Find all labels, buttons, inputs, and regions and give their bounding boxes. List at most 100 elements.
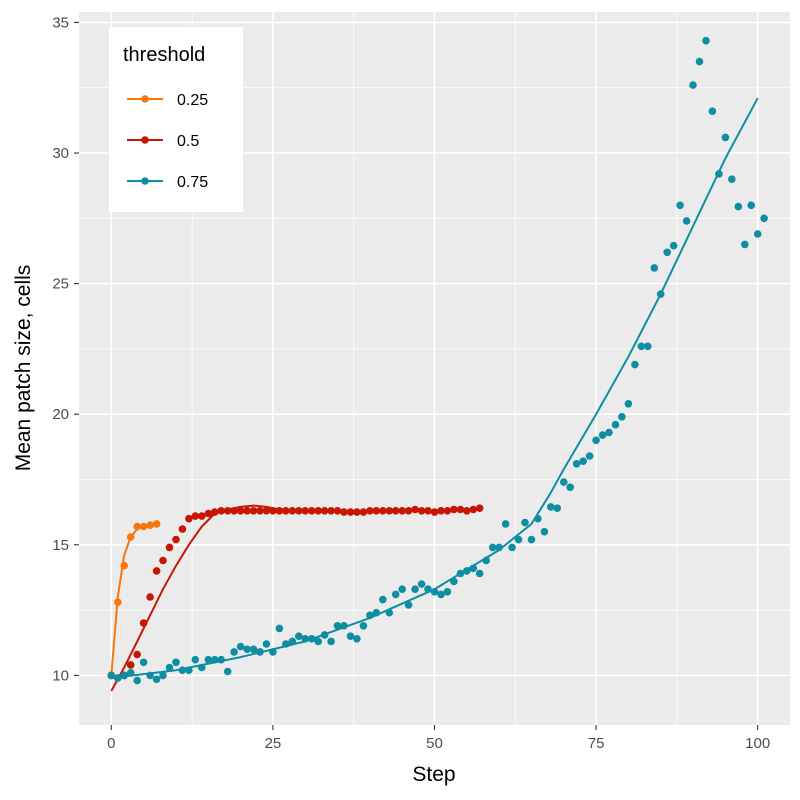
data-point-0.5: [314, 507, 323, 515]
data-point-0.5: [391, 507, 400, 515]
data-point-0.5: [398, 507, 407, 515]
data-point-0.75: [282, 640, 290, 648]
data-point-0.25: [120, 561, 128, 570]
data-point-0.75: [126, 669, 135, 677]
data-point-0.75: [295, 632, 303, 640]
data-point-0.75: [191, 655, 200, 664]
data-point-0.75: [560, 478, 568, 486]
data-point-0.75: [605, 428, 613, 437]
data-point-0.75: [475, 569, 484, 578]
data-point-0.5: [430, 508, 439, 516]
data-point-0.75: [243, 645, 251, 654]
data-point-0.75: [650, 264, 659, 272]
data-point-0.5: [191, 512, 200, 520]
data-point-0.75: [624, 400, 633, 408]
data-point-0.75: [411, 585, 419, 593]
major-gridlines: [79, 12, 790, 725]
data-point-0.75: [107, 671, 116, 680]
data-point-0.5: [204, 509, 213, 518]
data-point-0.5: [210, 508, 219, 516]
data-point-0.75: [656, 290, 665, 298]
data-point-0.75: [314, 637, 323, 646]
x-tick-label: 100: [745, 735, 770, 752]
data-point-0.75: [217, 655, 225, 664]
data-point-0.75: [450, 577, 458, 586]
data-point-0.75: [249, 645, 258, 654]
data-point-0.5: [417, 507, 426, 515]
data-point-0.75: [663, 248, 671, 257]
data-point-0.75: [204, 655, 213, 664]
data-point-0.5: [327, 507, 335, 515]
data-point-0.5: [475, 504, 484, 512]
data-point-0.75: [488, 543, 497, 552]
data-point-0.75: [146, 671, 154, 680]
data-point-0.5: [262, 507, 271, 515]
data-point-0.75: [236, 642, 245, 651]
data-point-0.75: [307, 635, 316, 643]
x-axis-title: Step: [412, 763, 455, 786]
data-point-0.75: [540, 527, 549, 536]
x-tick-label: 75: [588, 735, 605, 752]
data-point-0.5: [126, 661, 135, 669]
data-point-0.75: [320, 631, 329, 639]
data-point-0.75: [521, 518, 529, 527]
data-point-0.75: [353, 635, 361, 643]
y-tick-label: 25: [52, 276, 69, 293]
data-point-0.5: [301, 507, 310, 515]
data-point-0.5: [249, 507, 258, 515]
data-point-0.75: [456, 569, 465, 578]
y-axis: 10 15 20 25 30 35: [52, 14, 79, 684]
data-point-0.75: [333, 622, 342, 630]
data-point-0.75: [256, 648, 264, 656]
data-point-0.75: [275, 624, 284, 633]
data-point-0.75: [747, 201, 755, 210]
data-point-0.5: [437, 507, 445, 515]
data-point-0.75: [346, 632, 355, 640]
data-point-0.75: [385, 608, 394, 617]
data-point-0.75: [695, 57, 704, 66]
data-point-0.75: [501, 520, 510, 528]
data-points: [107, 36, 768, 685]
data-point-0.75: [753, 230, 762, 238]
data-point-0.5: [366, 507, 374, 515]
legend-label: 0.5: [177, 133, 199, 150]
data-point-0.75: [527, 535, 536, 544]
data-point-0.75: [340, 622, 348, 630]
data-point-0.75: [741, 240, 749, 249]
data-point-0.75: [669, 241, 678, 250]
data-point-0.75: [366, 611, 374, 620]
y-tick-label: 35: [52, 14, 69, 31]
data-point-0.75: [682, 217, 691, 225]
data-point-0.5: [198, 512, 206, 520]
data-point-0.75: [185, 666, 193, 674]
data-point-0.5: [463, 507, 471, 515]
data-point-0.5: [165, 543, 174, 552]
data-point-0.75: [178, 666, 187, 674]
data-point-0.75: [288, 637, 297, 646]
data-point-0.75: [708, 107, 717, 115]
data-point-0.5: [146, 593, 154, 601]
y-tick-label: 20: [52, 406, 69, 423]
data-point-0.5: [139, 619, 148, 627]
data-point-0.5: [152, 567, 161, 575]
data-point-0.75: [417, 580, 426, 588]
data-point-0.5: [159, 556, 167, 565]
data-point-0.5: [133, 650, 141, 659]
data-point-0.5: [256, 507, 264, 515]
data-point-0.25: [146, 521, 154, 529]
data-point-0.5: [404, 507, 413, 515]
data-point-0.75: [379, 595, 387, 604]
data-point-0.75: [262, 640, 271, 648]
data-point-0.75: [534, 514, 542, 523]
legend-label: 0.25: [177, 92, 208, 109]
data-point-0.75: [644, 342, 652, 351]
data-point-0.5: [269, 507, 277, 515]
data-point-0.75: [463, 567, 471, 575]
data-point-0.75: [508, 543, 516, 552]
data-point-0.75: [165, 663, 174, 672]
data-point-0.5: [346, 508, 355, 516]
legend-key-point: [141, 95, 149, 103]
data-point-0.75: [592, 436, 600, 445]
data-point-0.75: [152, 675, 161, 684]
